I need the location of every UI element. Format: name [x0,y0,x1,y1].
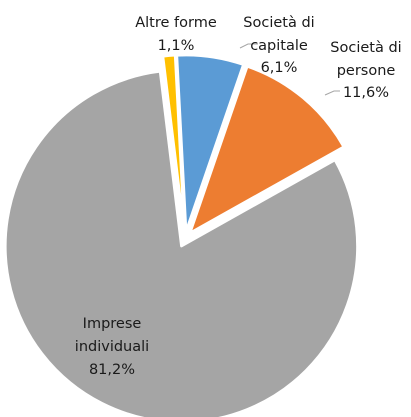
slice-label-altre-forme: Altre forme [135,15,217,31]
slice-label-societa-capitale-line2: capitale [250,38,308,54]
slice-imprese-individuali [4,70,359,417]
slice-label-imprese-individuali-line2: individuali [75,339,149,355]
slice-label-societa-persone-line1: Società di [330,40,401,56]
slice-label-societa-capitale-line1: Società di [243,15,314,31]
slice-value-societa-persone: 11,6% [343,85,389,101]
pie-slices [4,53,359,417]
slice-societa-capitale [175,53,245,233]
slice-value-societa-capitale: 6,1% [261,60,298,76]
slice-label-imprese-individuali-line1: Imprese [83,316,142,332]
leader-lines [239,43,340,96]
leader-line-societa-persone [324,90,340,96]
slice-label-societa-persone-line2: persone [337,63,396,79]
slice-value-altre-forme: 1,1% [158,38,195,54]
leader-line-societa-capitale [239,43,258,49]
slice-altre-forme [161,54,186,233]
slice-societa-persone [188,65,345,235]
slice-value-imprese-individuali: 81,2% [89,362,135,378]
